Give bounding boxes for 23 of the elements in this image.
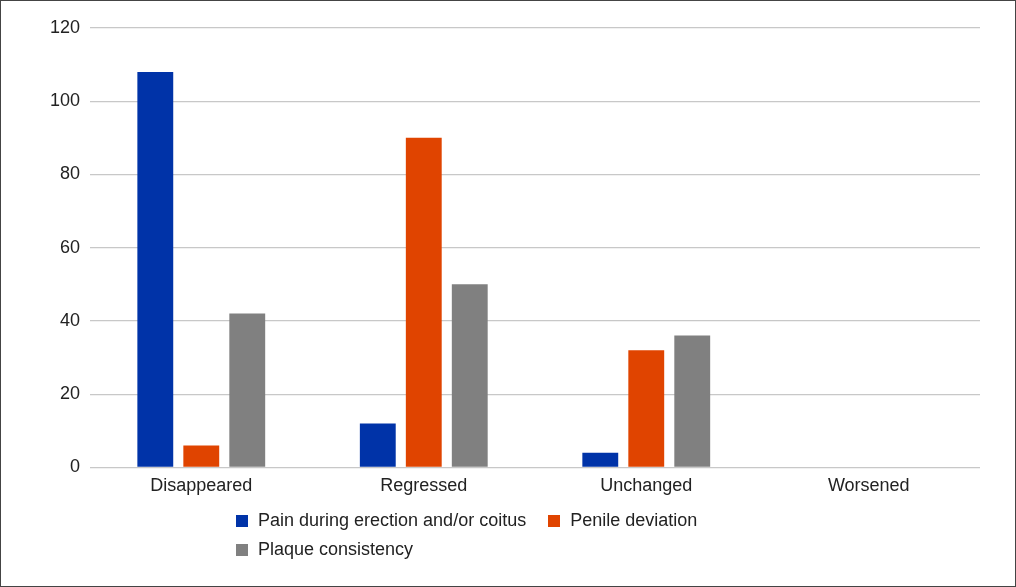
x-tick-label: Regressed <box>380 475 468 496</box>
legend-label: Penile deviation <box>570 510 698 531</box>
legend-label: Plaque consistency <box>258 539 414 560</box>
bar <box>674 335 711 467</box>
x-tick-label: Unchanged <box>600 475 693 496</box>
x-tick-label: Worsened <box>827 475 910 496</box>
bar <box>582 452 619 467</box>
y-tick-label: 20 <box>60 383 81 404</box>
bar <box>451 284 488 467</box>
y-tick-label: 100 <box>49 90 81 111</box>
bar <box>405 137 442 467</box>
bar <box>137 71 174 467</box>
bar <box>183 445 220 467</box>
y-tick-label: 0 <box>70 456 81 477</box>
y-tick-label: 40 <box>60 309 81 330</box>
y-tick-label: 80 <box>60 163 81 184</box>
bar <box>359 423 396 467</box>
y-tick-label: 60 <box>60 236 81 257</box>
y-tick-label: 120 <box>49 16 81 37</box>
bar <box>229 313 266 467</box>
x-tick-label: Disappeared <box>150 475 253 496</box>
bar <box>628 350 665 467</box>
legend-label: Pain during erection and/or coitus <box>258 510 527 531</box>
